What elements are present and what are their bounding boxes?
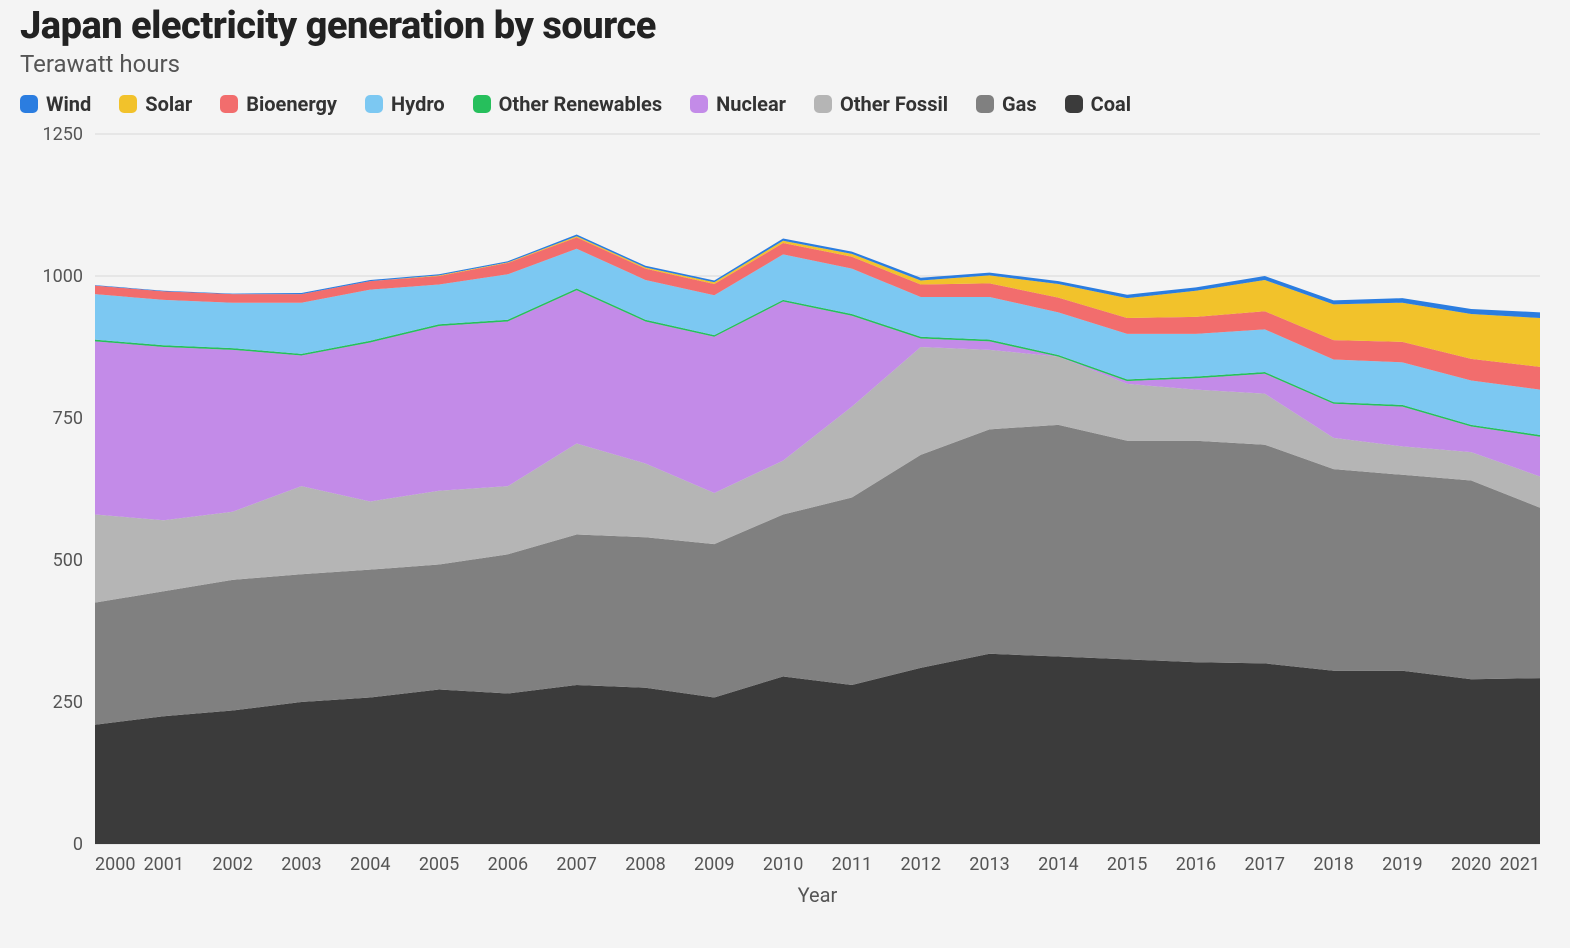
y-tick-label: 0	[73, 834, 83, 855]
legend-swatch	[20, 95, 38, 113]
x-tick-label: 2021	[1500, 854, 1540, 875]
legend-item-wind: Wind	[20, 92, 91, 116]
x-tick-label: 2009	[694, 854, 734, 875]
x-tick-label: 2018	[1313, 854, 1353, 875]
x-tick-label: 2005	[419, 854, 459, 875]
x-tick-label: 2008	[625, 854, 665, 875]
legend-item-nuclear: Nuclear	[690, 92, 786, 116]
legend-swatch	[1065, 95, 1083, 113]
legend-item-bioenergy: Bioenergy	[220, 92, 337, 116]
legend-item-hydro: Hydro	[365, 92, 445, 116]
x-tick-label: 2007	[556, 854, 596, 875]
x-tick-label: 2012	[900, 854, 940, 875]
legend-label: Gas	[1002, 92, 1037, 116]
y-tick-label: 500	[53, 550, 83, 571]
stacked-area-chart: 0 250 500 750 1000 1250 2000 2001 2002 2003 2004 20…	[20, 124, 1550, 914]
legend-item-coal: Coal	[1065, 92, 1131, 116]
x-tick-label: 2011	[832, 854, 872, 875]
chart-subtitle: Terawatt hours	[20, 50, 1550, 78]
legend-label: Other Fossil	[840, 92, 948, 116]
y-tick-label: 1000	[43, 266, 83, 287]
x-axis-title: Year	[798, 883, 838, 907]
x-tick-label: 2004	[350, 854, 390, 875]
x-tick-label: 2006	[488, 854, 528, 875]
legend-swatch	[976, 95, 994, 113]
chart-area: 0 250 500 750 1000 1250 2000 2001 2002 2003 2004 20…	[20, 124, 1550, 918]
chart-title: Japan electricity generation by source	[20, 4, 1550, 48]
x-tick-label: 2016	[1176, 854, 1216, 875]
legend-label: Bioenergy	[246, 92, 337, 116]
y-tick-label: 250	[53, 692, 83, 713]
legend-swatch	[690, 95, 708, 113]
x-tick-label: 2003	[281, 854, 321, 875]
x-tick-label: 2015	[1107, 854, 1147, 875]
legend-label: Wind	[46, 92, 91, 116]
x-tick-label: 2000	[95, 854, 135, 875]
legend-item-other-fossil: Other Fossil	[814, 92, 948, 116]
legend-item-gas: Gas	[976, 92, 1037, 116]
legend-label: Hydro	[391, 92, 445, 116]
y-tick-label: 1250	[43, 124, 83, 145]
legend-swatch	[220, 95, 238, 113]
x-tick-label: 2001	[144, 854, 184, 875]
legend-label: Nuclear	[716, 92, 786, 116]
x-tick-label: 2014	[1038, 854, 1078, 875]
legend-label: Solar	[145, 92, 192, 116]
legend-swatch	[814, 95, 832, 113]
x-tick-label: 2010	[763, 854, 803, 875]
x-tick-label: 2013	[969, 854, 1009, 875]
y-tick-label: 750	[53, 408, 83, 429]
chart-legend: Wind Solar Bioenergy Hydro Other Renewables N…	[20, 92, 1550, 116]
x-tick-label: 2020	[1451, 854, 1491, 875]
x-tick-label: 2017	[1245, 854, 1285, 875]
legend-item-solar: Solar	[119, 92, 192, 116]
legend-swatch	[119, 95, 137, 113]
x-tick-label: 2019	[1382, 854, 1422, 875]
x-tick-label: 2002	[212, 854, 252, 875]
legend-swatch	[365, 95, 383, 113]
legend-swatch	[473, 95, 491, 113]
legend-label: Other Renewables	[499, 92, 663, 116]
legend-item-other-renewables: Other Renewables	[473, 92, 663, 116]
legend-label: Coal	[1091, 92, 1131, 116]
